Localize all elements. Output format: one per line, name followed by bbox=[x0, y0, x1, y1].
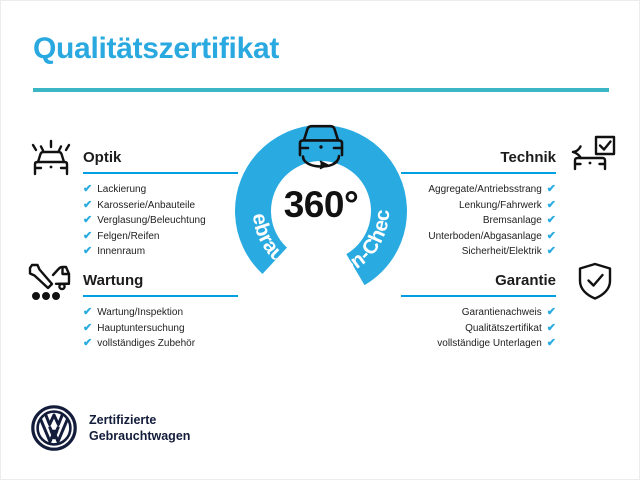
shield-check-icon bbox=[573, 261, 621, 303]
list-item: ✔ Verglasung/Beleuchtung bbox=[83, 213, 238, 229]
vw-brand-line-1: Zertifizierte bbox=[89, 413, 157, 427]
section-optik-list: ✔ Lackierung ✔ Karosserie/Anbauteile ✔ Verg… bbox=[83, 182, 238, 260]
title-divider bbox=[33, 88, 609, 92]
section-technik: Technik Aggregate/Antriebsstrang ✔ Lenkun… bbox=[401, 148, 556, 260]
check-icon: ✔ bbox=[83, 229, 93, 242]
check-icon: ✔ bbox=[83, 198, 93, 211]
section-technik-header: Technik bbox=[401, 148, 556, 174]
check-icon: ✔ bbox=[83, 321, 93, 334]
list-item-label: Garantienachweis bbox=[461, 307, 542, 318]
list-item-label: Lenkung/Fahrwerk bbox=[458, 199, 542, 211]
list-item-label: Aggregate/Antriebsstrang bbox=[428, 184, 542, 195]
section-optik-header: Optik bbox=[83, 148, 238, 174]
section-garantie-list: Garantienachweis ✔ Qualitätszertifikat ✔ v… bbox=[401, 305, 556, 352]
list-item: Unterboden/Abgasanlage ✔ bbox=[401, 229, 556, 245]
section-wartung: Wartung ✔ Wartung/Inspektion ✔ Hauptunters… bbox=[83, 271, 238, 352]
check-icon: ✔ bbox=[546, 183, 556, 196]
section-wartung-list: ✔ Wartung/Inspektion ✔ Hauptuntersuchung ✔… bbox=[83, 305, 238, 352]
list-item: vollständige Unterlagen ✔ bbox=[401, 336, 556, 352]
check-icon: ✔ bbox=[546, 321, 556, 334]
list-item-label: Verglasung/Beleuchtung bbox=[97, 215, 206, 226]
section-garantie: Garantie Garantienachweis ✔ Qualitätszert… bbox=[401, 271, 556, 352]
badge-360-gebrauchtwagen-check: Gebrauchtwagen-Check 360° bbox=[229, 119, 413, 303]
list-item-label: Innenraum bbox=[97, 246, 146, 257]
list-item: Qualitätszertifikat ✔ bbox=[401, 321, 556, 337]
list-item: Lenkung/Fahrwerk ✔ bbox=[401, 198, 556, 214]
list-item: Bremsanlage ✔ bbox=[401, 213, 556, 229]
list-item-label: Lackierung bbox=[97, 184, 147, 195]
section-optik-title: Optik bbox=[83, 149, 122, 166]
section-garantie-divider bbox=[401, 295, 556, 297]
badge-ring: Gebrauchtwagen-Check bbox=[229, 119, 407, 297]
section-optik: Optik ✔ Lackierung ✔ Karosserie/Anbauteile… bbox=[83, 148, 238, 260]
section-technik-list: Aggregate/Antriebsstrang ✔ Lenkung/Fahrwe… bbox=[401, 182, 556, 260]
list-item: ✔ Innenraum bbox=[83, 244, 238, 260]
list-item: Garantienachweis ✔ bbox=[401, 305, 556, 321]
list-item-label: Sicherheit/Elektrik bbox=[461, 246, 542, 257]
list-item: Aggregate/Antriebsstrang ✔ bbox=[401, 182, 556, 198]
check-icon: ✔ bbox=[546, 229, 556, 242]
check-icon: ✔ bbox=[83, 183, 93, 196]
section-wartung-title: Wartung bbox=[83, 272, 144, 289]
section-technik-divider bbox=[401, 172, 556, 174]
section-optik-divider bbox=[83, 172, 238, 174]
list-item-label: Hauptuntersuchung bbox=[97, 322, 185, 334]
check-icon: ✔ bbox=[83, 245, 93, 258]
check-icon: ✔ bbox=[546, 337, 556, 350]
list-item-label: vollständiges Zubehör bbox=[97, 338, 196, 349]
check-icon: ✔ bbox=[546, 214, 556, 227]
list-item: ✔ Karosserie/Anbauteile bbox=[83, 198, 238, 214]
vw-brand-footer: Zertifizierte Gebrauchtwagen bbox=[31, 405, 190, 451]
vw-logo-icon bbox=[31, 405, 77, 451]
check-icon: ✔ bbox=[546, 306, 556, 319]
list-item: ✔ Hauptuntersuchung bbox=[83, 321, 238, 337]
section-garantie-header: Garantie bbox=[401, 271, 556, 297]
list-item: ✔ Lackierung bbox=[83, 182, 238, 198]
check-icon: ✔ bbox=[546, 198, 556, 211]
list-item: Sicherheit/Elektrik ✔ bbox=[401, 244, 556, 260]
section-wartung-header: Wartung bbox=[83, 271, 238, 297]
badge-center-label: 360° bbox=[283, 184, 359, 225]
list-item-label: Felgen/Reifen bbox=[97, 230, 160, 242]
list-item-label: Unterboden/Abgasanlage bbox=[428, 230, 542, 242]
list-item-label: Wartung/Inspektion bbox=[97, 307, 184, 318]
car-shine-icon bbox=[27, 137, 75, 179]
list-item: ✔ Felgen/Reifen bbox=[83, 229, 238, 245]
vw-brand-line-2: Gebrauchtwagen bbox=[89, 429, 191, 443]
vw-brand-text: Zertifizierte Gebrauchtwagen bbox=[89, 412, 190, 444]
car-rotate-360-icon bbox=[289, 115, 353, 177]
section-garantie-title: Garantie bbox=[495, 272, 556, 289]
car-hood-check-icon bbox=[569, 135, 617, 177]
check-icon: ✔ bbox=[83, 214, 93, 227]
list-item: ✔ Wartung/Inspektion bbox=[83, 305, 238, 321]
check-icon: ✔ bbox=[83, 306, 93, 319]
check-icon: ✔ bbox=[546, 245, 556, 258]
wrench-car-icon bbox=[25, 261, 73, 303]
list-item-label: vollständige Unterlagen bbox=[437, 338, 542, 349]
section-wartung-divider bbox=[83, 295, 238, 297]
page-title: Qualitätszertifikat bbox=[33, 32, 280, 65]
list-item-label: Karosserie/Anbauteile bbox=[97, 199, 196, 211]
list-item: ✔ vollständiges Zubehör bbox=[83, 336, 238, 352]
list-item-label: Bremsanlage bbox=[482, 215, 542, 226]
check-icon: ✔ bbox=[83, 337, 93, 350]
list-item-label: Qualitätszertifikat bbox=[465, 322, 542, 334]
section-technik-title: Technik bbox=[500, 149, 556, 166]
